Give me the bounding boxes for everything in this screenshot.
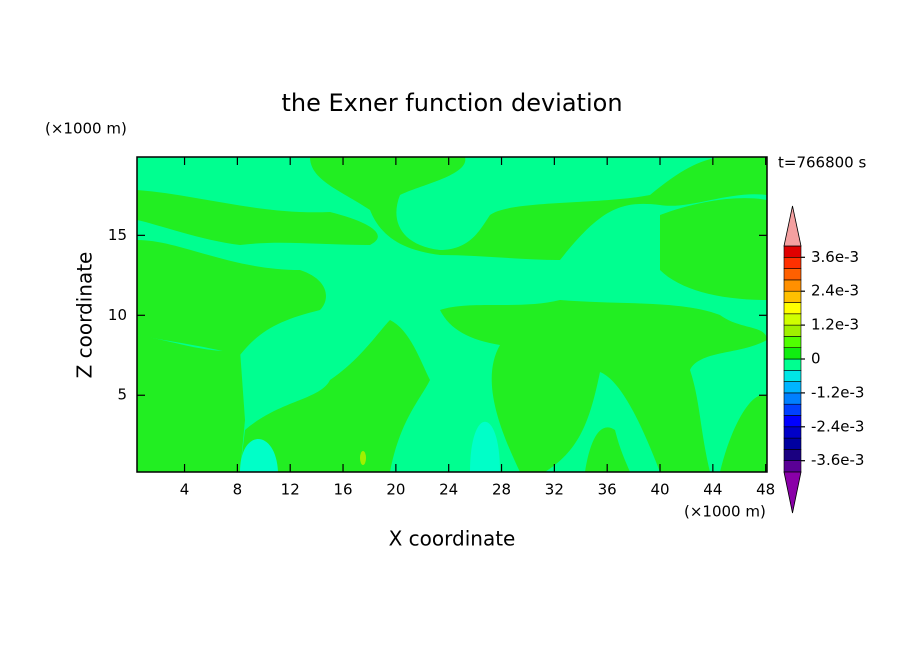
x-tick-label: 40	[650, 481, 669, 499]
x-tick-label: 24	[439, 481, 458, 499]
colorbar-tick-label: 0	[811, 350, 821, 368]
x-tick-label: 48	[756, 481, 775, 499]
colorbar-tick-label: 3.6e-3	[811, 248, 859, 266]
time-label: t=766800 s	[778, 154, 866, 172]
colorbar-band	[783, 358, 802, 371]
yellow-green-spot	[360, 451, 366, 465]
x-tick-label: 28	[492, 481, 511, 499]
colorbar-under	[783, 471, 802, 514]
contour-field	[137, 157, 767, 472]
colorbar-band	[783, 336, 802, 348]
x-tick-label: 12	[281, 481, 300, 499]
x-tick-label: 20	[386, 481, 405, 499]
colorbar-band	[783, 437, 802, 450]
colorbar-band	[783, 290, 802, 303]
x-unit: (×1000 m)	[684, 503, 766, 521]
colorbar-tick-label: -2.4e-3	[811, 417, 864, 435]
colorbar-band	[783, 256, 802, 269]
x-tick-label: 8	[233, 481, 243, 499]
colorbar-band	[783, 381, 802, 394]
colorbar-tick-label: -1.2e-3	[811, 383, 864, 401]
colorbar-tick-label: 1.2e-3	[811, 316, 859, 334]
x-axis-label: X coordinate	[389, 527, 516, 551]
y-unit: (×1000 m)	[45, 120, 127, 138]
colorbar-band	[783, 302, 802, 315]
colorbar-band	[783, 392, 802, 405]
cyan-regions	[240, 421, 500, 472]
colorbar-band	[783, 268, 802, 281]
y-tick-label: 15	[108, 226, 127, 244]
colorbar-band	[783, 245, 802, 258]
x-tick-label: 44	[703, 481, 722, 499]
colorbar-band	[783, 426, 802, 439]
x-tick-label: 4	[180, 481, 190, 499]
x-tick-label: 36	[598, 481, 617, 499]
colorbar-band	[783, 449, 802, 461]
colorbar-tick-label: -3.6e-3	[811, 451, 864, 469]
plot-frame	[136, 156, 768, 473]
colorbar-band	[783, 415, 802, 428]
colorbar-tick-label: 2.4e-3	[811, 282, 859, 300]
colorbar-band	[783, 347, 802, 360]
colorbar-over	[783, 205, 802, 247]
green-regions	[137, 157, 767, 472]
colorbar-band	[783, 369, 802, 382]
y-axis-label: Z coordinate	[73, 252, 97, 379]
colorbar-band	[783, 313, 802, 326]
colorbar-band	[783, 279, 802, 292]
x-tick-label: 16	[333, 481, 352, 499]
colorbar-band	[783, 460, 802, 473]
chart-title: the Exner function deviation	[281, 89, 622, 117]
y-tick-label: 5	[117, 386, 127, 404]
y-tick-label: 10	[108, 306, 127, 324]
colorbar-band	[783, 403, 802, 416]
x-tick-label: 32	[545, 481, 564, 499]
colorbar-band	[783, 324, 802, 337]
